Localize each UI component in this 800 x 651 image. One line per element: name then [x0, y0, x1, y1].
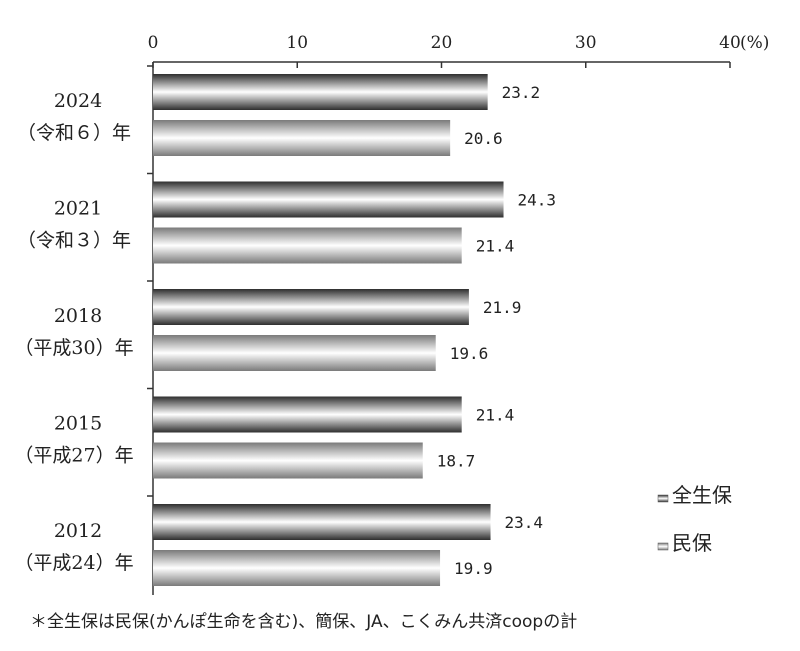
- bar-minpo: [153, 442, 423, 479]
- x-tick-label: 0: [148, 33, 159, 53]
- footnote: ＊全生保は民保(かんぽ生命を含む)、簡保、JA、こくみん共済coopの計: [30, 612, 578, 632]
- bar-zenseiho: [153, 181, 504, 218]
- x-tick-label: 10: [286, 33, 308, 53]
- bar-minpo: [153, 550, 441, 586]
- category-era-label: （平成27）年: [14, 445, 133, 467]
- category-year-label: 2021: [54, 198, 102, 220]
- category-era-label: （令和６）年: [17, 122, 131, 144]
- category-era-label: （平成30）年: [14, 337, 133, 359]
- legend-label: 民保: [672, 531, 712, 555]
- data-label: 21.4: [476, 406, 515, 425]
- category-year-label: 2018: [54, 305, 102, 327]
- x-tick-label: 20: [431, 33, 453, 53]
- data-label: 21.9: [483, 298, 522, 317]
- category-era-label: （令和３）年: [17, 230, 131, 252]
- data-label: 19.9: [454, 559, 493, 578]
- bar-minpo: [153, 227, 462, 264]
- data-label: 23.4: [505, 513, 544, 532]
- data-label: 18.7: [437, 452, 476, 471]
- bar-chart: 0 10 20 30 40 (%) 23.2 20.6 2024 （令和６）年 24.3 21.4 2…: [14, 33, 769, 595]
- category-year-label: 2012: [54, 520, 102, 542]
- data-label: 20.6: [464, 129, 503, 148]
- data-label: 19.6: [450, 344, 489, 363]
- x-tick-label: 40: [719, 33, 741, 53]
- bar-zenseiho: [153, 289, 469, 325]
- legend-label: 全生保: [672, 483, 732, 507]
- x-tick-label: 30: [575, 33, 597, 53]
- data-label: 24.3: [518, 191, 557, 210]
- category-year-label: 2015: [54, 413, 102, 435]
- bar-zenseiho: [153, 504, 491, 540]
- x-axis-unit: (%): [740, 33, 769, 53]
- bar-zenseiho: [153, 396, 462, 433]
- legend-swatch: [657, 494, 669, 503]
- bar-zenseiho: [153, 74, 488, 110]
- bar-minpo: [153, 335, 436, 371]
- category-era-label: （平成24）年: [14, 552, 133, 574]
- legend-swatch: [657, 542, 669, 551]
- category-year-label: 2024: [54, 90, 102, 112]
- data-label: 23.2: [502, 83, 541, 102]
- data-label: 21.4: [476, 237, 515, 256]
- bar-minpo: [153, 120, 451, 156]
